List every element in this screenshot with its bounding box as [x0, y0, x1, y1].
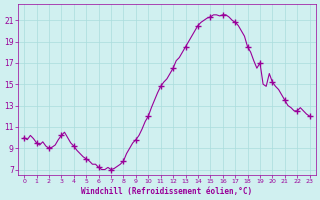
X-axis label: Windchill (Refroidissement éolien,°C): Windchill (Refroidissement éolien,°C) — [81, 187, 252, 196]
